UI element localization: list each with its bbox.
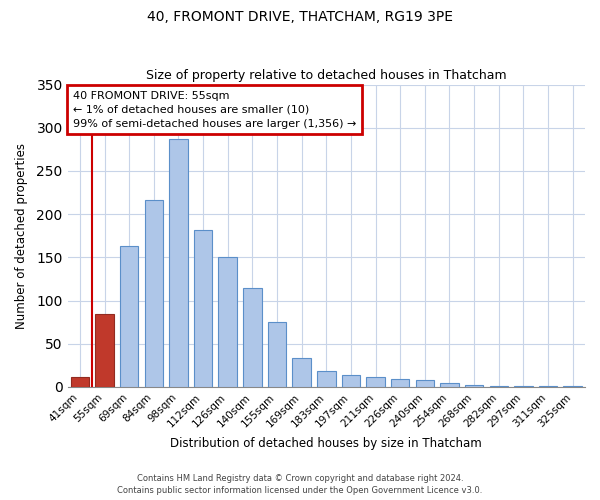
Bar (416, 380, 434, 387)
Bar (440, 382, 459, 387)
Bar (317, 372, 335, 387)
Bar (563, 386, 582, 387)
Bar (218, 258, 237, 387)
Bar (465, 385, 484, 387)
Bar (243, 288, 262, 387)
Bar (95, 314, 114, 387)
Bar (194, 230, 212, 387)
Bar (71, 378, 89, 387)
Bar (391, 379, 409, 387)
Y-axis label: Number of detached properties: Number of detached properties (15, 143, 28, 329)
Bar (367, 376, 385, 387)
Bar (145, 200, 163, 387)
Text: 40, FROMONT DRIVE, THATCHAM, RG19 3PE: 40, FROMONT DRIVE, THATCHAM, RG19 3PE (147, 10, 453, 24)
Text: Contains HM Land Registry data © Crown copyright and database right 2024.
Contai: Contains HM Land Registry data © Crown c… (118, 474, 482, 495)
Bar (514, 386, 533, 387)
Title: Size of property relative to detached houses in Thatcham: Size of property relative to detached ho… (146, 69, 506, 82)
Bar (292, 358, 311, 387)
Bar (341, 375, 360, 387)
Bar (539, 386, 557, 387)
Bar (169, 139, 188, 387)
Bar (490, 386, 508, 387)
Text: 40 FROMONT DRIVE: 55sqm
← 1% of detached houses are smaller (10)
99% of semi-det: 40 FROMONT DRIVE: 55sqm ← 1% of detached… (73, 90, 356, 128)
Bar (268, 322, 286, 387)
X-axis label: Distribution of detached houses by size in Thatcham: Distribution of detached houses by size … (170, 437, 482, 450)
Bar (120, 246, 139, 387)
